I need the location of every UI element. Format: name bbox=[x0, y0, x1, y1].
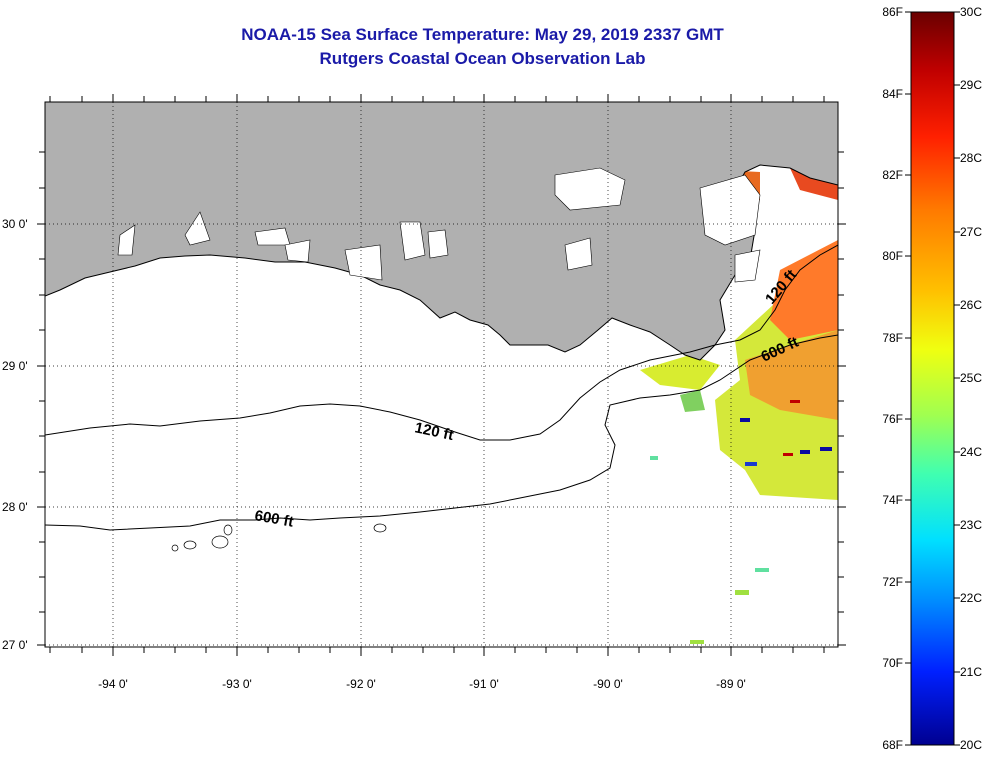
colorbar-c-label: 24C bbox=[960, 445, 982, 459]
colorbar-ticks bbox=[905, 11, 960, 746]
colorbar-c-label: 23C bbox=[960, 518, 982, 532]
map-title: NOAA-15 Sea Surface Temperature: May 29,… bbox=[241, 25, 724, 44]
sst-patch-green bbox=[680, 390, 705, 412]
bay bbox=[734, 249, 761, 283]
tick-marks bbox=[37, 94, 846, 656]
sst-scattered-pixel bbox=[755, 568, 769, 572]
sst-hot-pixel bbox=[790, 400, 800, 403]
sst-patch-delta bbox=[640, 355, 720, 390]
sst-cold-pixel bbox=[740, 418, 750, 422]
bay bbox=[699, 174, 761, 246]
colorbar-f-label: 78F bbox=[882, 331, 903, 345]
colorbar-c-label: 20C bbox=[960, 738, 982, 752]
colorbar-c-label: 21C bbox=[960, 665, 982, 679]
inland-water bbox=[117, 167, 761, 283]
lat-label: 28 0' bbox=[2, 500, 28, 514]
lat-label: 27 0' bbox=[2, 638, 28, 652]
bay bbox=[554, 167, 626, 211]
lon-label: -91 0' bbox=[469, 677, 499, 691]
lon-label: -92 0' bbox=[346, 677, 376, 691]
colorbar-c-label: 27C bbox=[960, 225, 982, 239]
lon-label: -89 0' bbox=[716, 677, 746, 691]
lake bbox=[399, 221, 426, 261]
lon-label: -93 0' bbox=[222, 677, 252, 691]
sst-orange-patch bbox=[745, 330, 838, 420]
contour-600ft bbox=[45, 334, 838, 531]
lon-label: -94 0' bbox=[98, 677, 128, 691]
lake bbox=[184, 211, 211, 246]
colorbar bbox=[910, 11, 955, 746]
lake bbox=[284, 239, 311, 263]
sst-scattered-pixel bbox=[650, 456, 658, 460]
sst-cold-pixel bbox=[745, 462, 757, 466]
colorbar-c-label: 22C bbox=[960, 591, 982, 605]
contour-120ft bbox=[45, 244, 838, 441]
map-subtitle: Rutgers Coastal Ocean Observation Lab bbox=[319, 49, 646, 68]
grid-lines bbox=[45, 102, 838, 647]
sst-hot-pixel bbox=[783, 453, 793, 456]
small-features bbox=[171, 523, 387, 552]
lake bbox=[344, 244, 383, 281]
colorbar-c-label: 30C bbox=[960, 5, 982, 19]
lat-label: 30 0' bbox=[2, 217, 28, 231]
colorbar-f-label: 68F bbox=[882, 738, 903, 752]
lat-label: 29 0' bbox=[2, 359, 28, 373]
colorbar-f-label: 82F bbox=[882, 168, 903, 182]
lake bbox=[427, 229, 449, 259]
colorbar-f-label: 84F bbox=[882, 87, 903, 101]
coastline bbox=[45, 164, 838, 361]
colorbar-f-label: 74F bbox=[882, 493, 903, 507]
sst-cold-pixel bbox=[820, 447, 832, 451]
colorbar-f-label: 86F bbox=[882, 5, 903, 19]
colorbar-f-label: 80F bbox=[882, 249, 903, 263]
colorbar-f-label: 76F bbox=[882, 412, 903, 426]
sst-hot-patch bbox=[770, 240, 838, 340]
colorbar-f-label: 72F bbox=[882, 575, 903, 589]
lon-label: -90 0' bbox=[593, 677, 623, 691]
lake bbox=[117, 224, 136, 256]
sst-scattered-pixel bbox=[690, 640, 704, 644]
sst-scattered-pixel bbox=[735, 590, 749, 595]
colorbar-c-label: 26C bbox=[960, 298, 982, 312]
colorbar-c-label: 29C bbox=[960, 78, 982, 92]
map-border bbox=[44, 101, 839, 648]
colorbar-c-label: 28C bbox=[960, 151, 982, 165]
colorbar-c-label: 25C bbox=[960, 371, 982, 385]
sst-cold-pixel bbox=[800, 450, 810, 454]
colorbar-f-label: 70F bbox=[882, 656, 903, 670]
contour-label-600ft-west: 600 ft bbox=[253, 507, 295, 531]
lake bbox=[564, 237, 593, 271]
